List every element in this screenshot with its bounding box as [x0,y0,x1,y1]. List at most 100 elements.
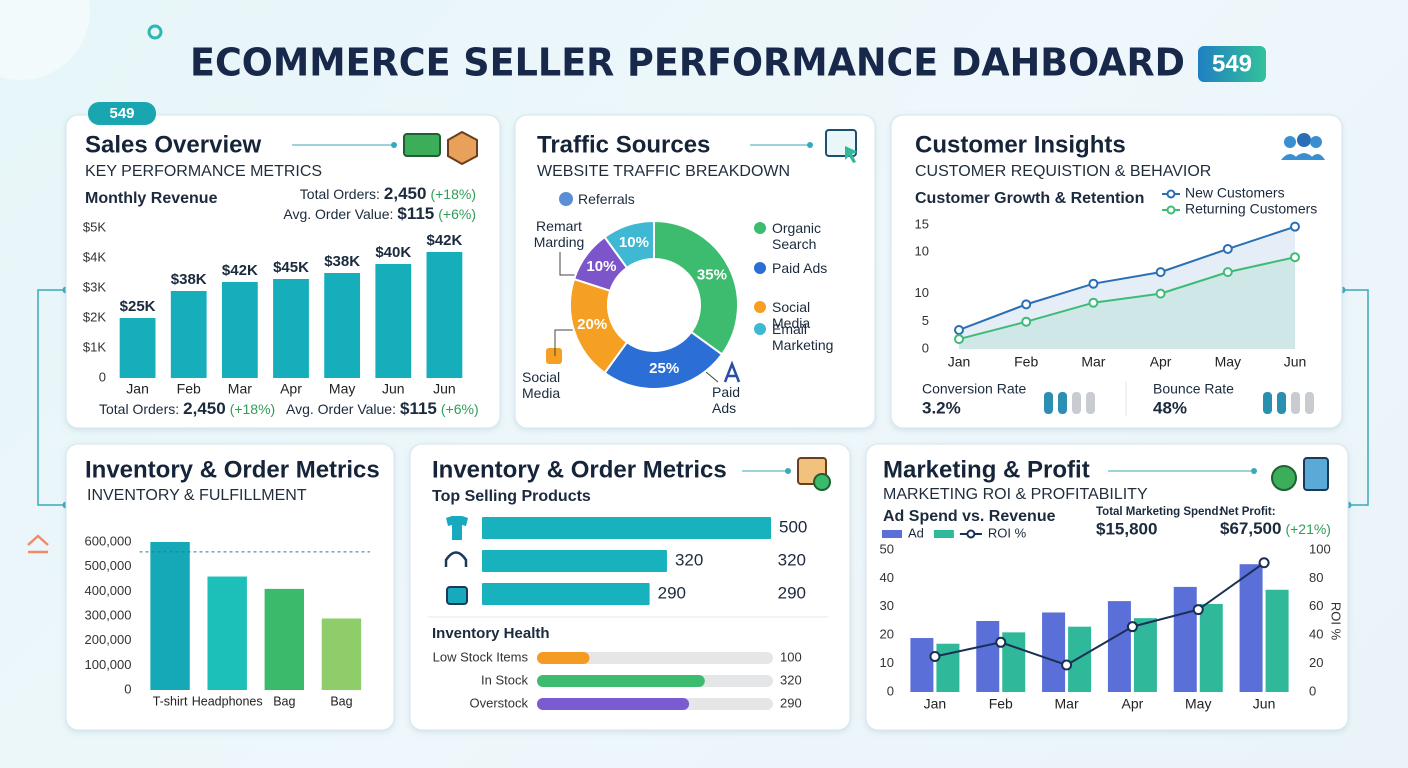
bar-label: $42K [426,232,462,249]
bar [1199,603,1223,692]
value-label: 290 [780,695,802,710]
bar [482,583,650,605]
y-tick-label: 80 [1309,570,1323,585]
decor [27,534,49,554]
legend-label: Paid Ads [772,260,828,276]
panel-title: Marketing & Profit [883,456,1090,483]
series-line [958,225,1296,331]
legend-swatch [882,530,902,538]
axis-label: ROI % [1329,602,1344,641]
legend-swatch [754,262,766,274]
pie-slice [653,219,739,356]
x-tick-label: Mar [1055,696,1079,712]
panel-subtitle: KEY PERFORMANCE METRICS [85,163,322,180]
x-tick-label: Jun [1284,354,1307,370]
pie-slice [603,330,724,390]
y-tick-label: 15 [915,216,929,231]
panel [890,114,1343,429]
page-title: ECOMMERCE SELLER PERFORMANCE DAHBOARD [190,41,1185,85]
y-tick-label: 60 [1309,598,1323,613]
x-tick-label: Bag [330,694,352,708]
x-tick-label: Mar [1081,354,1105,370]
icon [1310,136,1322,148]
decor [1251,468,1257,474]
data-point [1021,299,1032,310]
x-tick-label: Bag [273,694,295,708]
y-tick-label: 40 [880,570,894,585]
bar-label: $40K [375,244,411,261]
chart-title: Inventory Health [432,625,550,642]
y-tick-label: 40 [1309,627,1323,642]
metric-value: 2,450 [384,184,427,203]
data-point [929,651,941,662]
metric-change: (+18%) [430,186,476,202]
bar [170,291,207,378]
y-tick-label: 400,000 [85,583,132,598]
y-tick-label: 0 [922,340,929,355]
slice-label: 35% [697,266,727,283]
legend-swatch [754,323,766,335]
legend-swatch [754,301,766,313]
icon [813,473,831,491]
chart-title: Customer Growth & Retention [915,190,1144,207]
icon [559,192,573,206]
metric-label: Avg. Order Value: [286,401,396,417]
legend-swatch [1166,205,1176,215]
x-tick-label: May [1215,354,1241,370]
data-point [954,324,964,335]
bar [976,621,1000,692]
legend-swatch [933,530,954,538]
y-tick-label: 100 [1309,541,1331,556]
y-tick-label: 300,000 [85,607,132,622]
bar [426,252,463,378]
metric: Avg. Order Value: $115 (+6%) [286,399,479,418]
panel-title: Traffic Sources [537,131,710,158]
bar [321,618,362,690]
panel-subtitle: CUSTOMER REQUISTION & BEHAVIOR [915,163,1211,180]
y-tick-label: 10 [880,655,894,670]
y-tick-label: 600,000 [85,533,132,548]
icon [546,348,562,364]
metric: Total Orders: 2,450 (+18%) [300,184,476,203]
x-tick-label: Jun [382,381,405,397]
x-tick-label: May [1185,696,1211,712]
bar [375,264,412,378]
metric: $67,500 (+21%) [1220,519,1331,538]
bar [273,279,309,378]
data-point [1258,557,1270,569]
y-tick-label: $4K [83,249,106,264]
x-tick-label: Apr [1122,696,1144,712]
decor [807,142,813,148]
bar [1042,612,1066,692]
metric-label: Total Marketing Spend: [1096,506,1222,518]
y-tick-label: 100,000 [85,657,132,672]
panel-subtitle: WEBSITE TRAFFIC BREAKDOWN [537,163,790,180]
series-line [934,561,1265,667]
bar [1107,601,1131,692]
panel-subtitle: MARKETING ROI & PROFITABILITY [883,486,1148,503]
category-label: Overstock [469,695,528,710]
panel-title: Customer Insights [915,131,1126,158]
x-tick-label: Jun [433,381,456,397]
chart-title: Top Selling Products [432,488,591,505]
y-tick-label: $1K [83,339,106,354]
slice-label: 10% [586,258,616,275]
metric-label: Net Profit: [1220,506,1276,518]
x-tick-label: Feb [177,381,201,397]
legend-swatch [754,222,766,234]
metric-value: 48% [1153,398,1187,417]
metric-value: $67,500 [1220,519,1281,538]
data-point [1126,621,1138,633]
track [537,652,773,664]
data-point [1222,243,1233,254]
icon [447,130,478,166]
y-tick-label: 50 [880,541,894,556]
y-tick-label: 20 [1309,655,1323,670]
x-tick-label: T-shirt [153,694,188,708]
metric-label: Total Orders: [99,401,179,417]
metric-value: $115 [400,399,437,418]
panel-title: Sales Overview [85,131,261,158]
metric-label: Avg. Order Value: [283,206,393,222]
data-point [1088,278,1099,289]
y-tick-label: $3K [83,279,106,294]
